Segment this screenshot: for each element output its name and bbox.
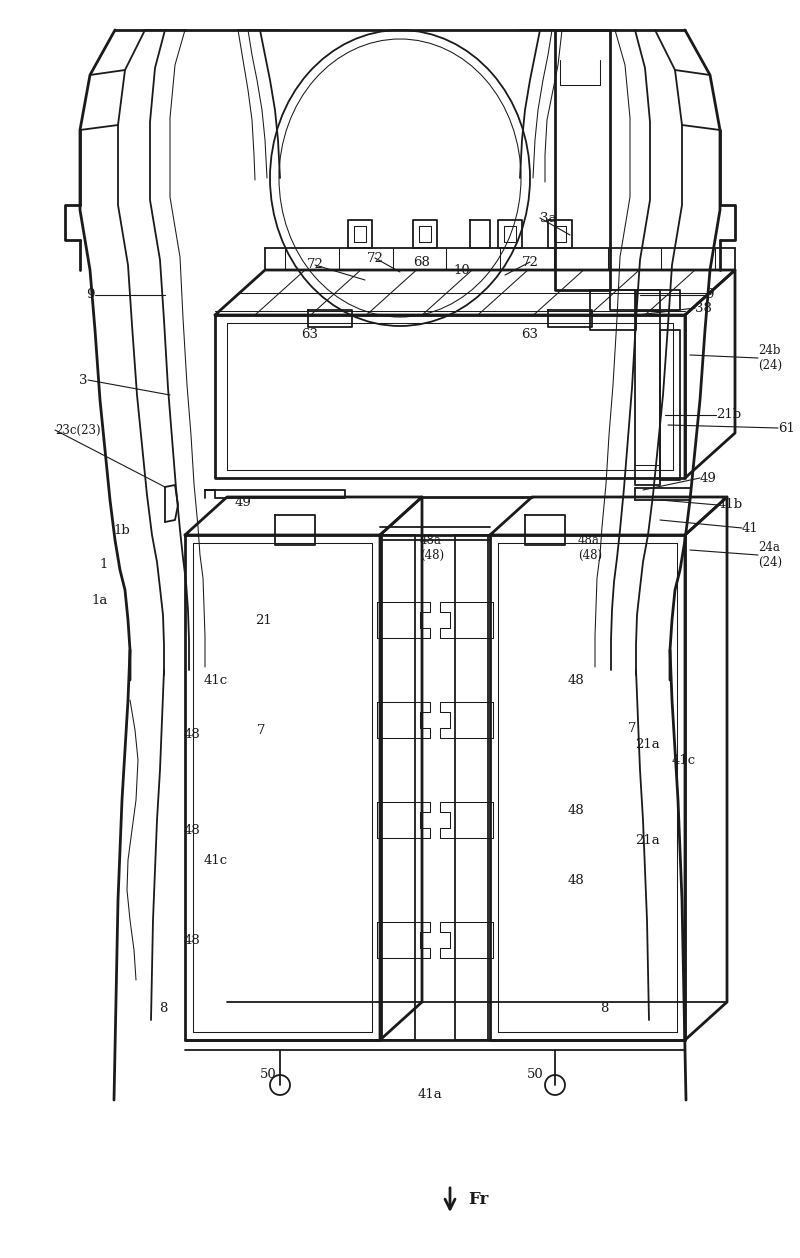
Text: 10: 10 — [454, 263, 470, 277]
Text: 72: 72 — [366, 252, 383, 264]
Text: 1b: 1b — [114, 523, 130, 536]
Text: 61: 61 — [778, 421, 795, 434]
Text: 41b: 41b — [718, 498, 743, 512]
Text: 38: 38 — [695, 302, 712, 314]
Text: 63: 63 — [302, 328, 318, 341]
Text: 1a: 1a — [92, 594, 108, 606]
Text: 41c: 41c — [204, 853, 228, 867]
Text: 63: 63 — [522, 328, 538, 341]
Text: 41c: 41c — [672, 754, 696, 766]
Text: 41c: 41c — [204, 673, 228, 687]
Text: 9: 9 — [86, 288, 95, 302]
Text: 48: 48 — [183, 933, 200, 946]
Text: 48: 48 — [183, 728, 200, 741]
Text: 50: 50 — [526, 1068, 543, 1082]
Text: 9: 9 — [705, 288, 714, 302]
Text: 7: 7 — [628, 722, 637, 735]
Text: 3: 3 — [79, 374, 88, 386]
Text: 21a: 21a — [635, 738, 660, 751]
Text: 48a
(48): 48a (48) — [420, 533, 444, 562]
Text: 3a: 3a — [540, 211, 557, 224]
Text: 41a: 41a — [418, 1088, 442, 1102]
Text: 7: 7 — [257, 723, 265, 736]
Text: 41: 41 — [742, 522, 758, 535]
Text: 48a
(48): 48a (48) — [578, 533, 602, 562]
Text: 21a: 21a — [635, 834, 660, 847]
Text: 21: 21 — [255, 614, 272, 626]
Text: 24a
(24): 24a (24) — [758, 541, 782, 569]
Text: 72: 72 — [522, 255, 538, 268]
Text: 1: 1 — [100, 559, 108, 571]
Text: 24b
(24): 24b (24) — [758, 343, 782, 372]
Text: 23c(23): 23c(23) — [55, 424, 101, 437]
Text: 48: 48 — [183, 824, 200, 837]
Text: Fr: Fr — [468, 1191, 488, 1209]
Text: 50: 50 — [260, 1068, 276, 1082]
Text: 49: 49 — [235, 496, 252, 508]
Text: 68: 68 — [414, 255, 430, 268]
Text: 49: 49 — [700, 472, 717, 484]
Text: 48: 48 — [568, 673, 585, 687]
Text: 8: 8 — [600, 1001, 608, 1014]
Text: 48: 48 — [568, 804, 585, 816]
Text: 72: 72 — [306, 258, 323, 272]
Text: 48: 48 — [568, 873, 585, 887]
Text: 21b: 21b — [716, 409, 741, 421]
Text: 8: 8 — [160, 1001, 168, 1014]
